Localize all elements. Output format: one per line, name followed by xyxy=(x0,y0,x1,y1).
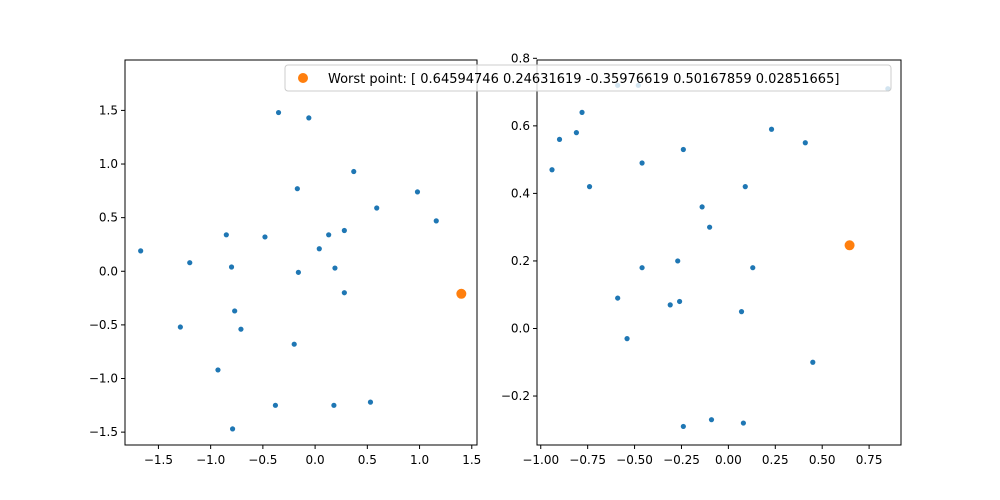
x-tick-label: −0.25 xyxy=(663,453,700,467)
y-tick-label: −1.5 xyxy=(89,425,118,439)
data-point xyxy=(680,146,686,153)
y-tick-label: 0.0 xyxy=(99,264,118,278)
y-tick-label: 0.4 xyxy=(511,186,530,200)
data-point xyxy=(615,295,621,301)
x-tick-label: 0.25 xyxy=(762,453,789,467)
data-point xyxy=(294,186,300,192)
data-point xyxy=(223,232,229,238)
data-point xyxy=(707,224,713,230)
data-point xyxy=(331,402,337,408)
x-tick-label: −0.50 xyxy=(616,453,653,467)
data-point xyxy=(215,367,221,373)
data-point xyxy=(573,130,580,136)
data-point xyxy=(272,402,279,408)
data-point xyxy=(556,136,563,142)
x-tick-label: −1.0 xyxy=(196,453,225,467)
y-tick-label: 0.5 xyxy=(99,211,118,225)
x-tick-label: 0.75 xyxy=(856,453,883,467)
data-point xyxy=(232,308,238,314)
data-point xyxy=(639,265,645,271)
data-point xyxy=(332,265,338,271)
data-point xyxy=(295,269,301,275)
left-scatter-panel: −1.5 −1.0 −0.5 0.0 0.5 1.0 1.5 −1.5 −1.0 −0.5 0.0 0… xyxy=(89,59,481,467)
data-point xyxy=(138,248,144,254)
data-point xyxy=(586,184,593,190)
data-point xyxy=(677,298,683,305)
data-point xyxy=(306,115,312,121)
data-point xyxy=(708,417,715,423)
y-tick-label: 0.6 xyxy=(511,119,530,133)
y-tick-label: 0.0 xyxy=(511,321,530,335)
legend-box xyxy=(284,64,892,92)
data-point xyxy=(229,426,236,432)
worst-point-marker xyxy=(456,288,467,299)
data-point xyxy=(367,399,374,405)
data-point xyxy=(228,264,235,270)
x-tick-label: 0.50 xyxy=(809,453,836,467)
data-point xyxy=(187,260,193,266)
legend-label: Worst point: [ 0.64594746 0.24631619 -0.… xyxy=(328,72,839,87)
y-tick-label: 1.5 xyxy=(99,103,118,117)
data-point xyxy=(414,189,421,195)
data-point xyxy=(433,218,439,224)
y-tick-label: 0.8 xyxy=(511,51,530,65)
data-point xyxy=(624,336,630,342)
data-point xyxy=(316,246,322,252)
axes-frame xyxy=(124,59,478,446)
x-tick-label: −1.00 xyxy=(522,453,559,467)
data-point xyxy=(639,160,645,166)
data-point xyxy=(750,265,756,271)
data-point xyxy=(549,167,555,173)
data-point xyxy=(680,423,686,430)
data-point xyxy=(341,290,347,296)
right-scatter-panel: −1.00 −0.75 −0.50 −0.25 0.00 0.25 0.50 0.75 −0.2… xyxy=(501,51,902,467)
y-tick-label: −1.0 xyxy=(89,372,118,386)
data-point xyxy=(351,168,357,175)
data-point xyxy=(675,258,681,264)
x-tick-label: −1.5 xyxy=(144,453,173,467)
data-point xyxy=(742,184,748,190)
x-tick-label: 1.5 xyxy=(462,453,481,467)
y-tick-label: 1.0 xyxy=(99,157,118,171)
y-tick-label: −0.5 xyxy=(89,318,118,332)
x-tick-label: 0.0 xyxy=(306,453,325,467)
data-point xyxy=(238,326,244,332)
data-point xyxy=(326,232,332,238)
x-tick-label: −0.75 xyxy=(569,453,606,467)
x-tick-label: 0.5 xyxy=(358,453,377,467)
data-point xyxy=(275,109,282,116)
y-tick-label: 0.2 xyxy=(511,254,530,268)
data-point xyxy=(374,205,380,211)
data-point xyxy=(810,359,816,365)
worst-point-marker xyxy=(844,240,855,251)
x-tick-label: 0.00 xyxy=(715,453,742,467)
data-point xyxy=(341,227,347,234)
data-point xyxy=(262,234,268,240)
data-point xyxy=(740,420,746,426)
x-tick-label: −0.5 xyxy=(248,453,277,467)
data-point xyxy=(768,126,775,132)
y-tick-label: −0.2 xyxy=(501,389,530,403)
data-point xyxy=(579,109,585,115)
data-point xyxy=(699,204,705,210)
data-point xyxy=(177,324,183,330)
legend: Worst point: [ 0.64594746 0.24631619 -0.… xyxy=(284,64,892,92)
data-point xyxy=(667,302,673,308)
data-point xyxy=(802,140,808,146)
data-point xyxy=(291,341,297,347)
legend-marker xyxy=(298,73,308,83)
data-point xyxy=(738,309,745,315)
axes-frame xyxy=(536,59,902,446)
x-tick-label: 1.0 xyxy=(410,453,429,467)
